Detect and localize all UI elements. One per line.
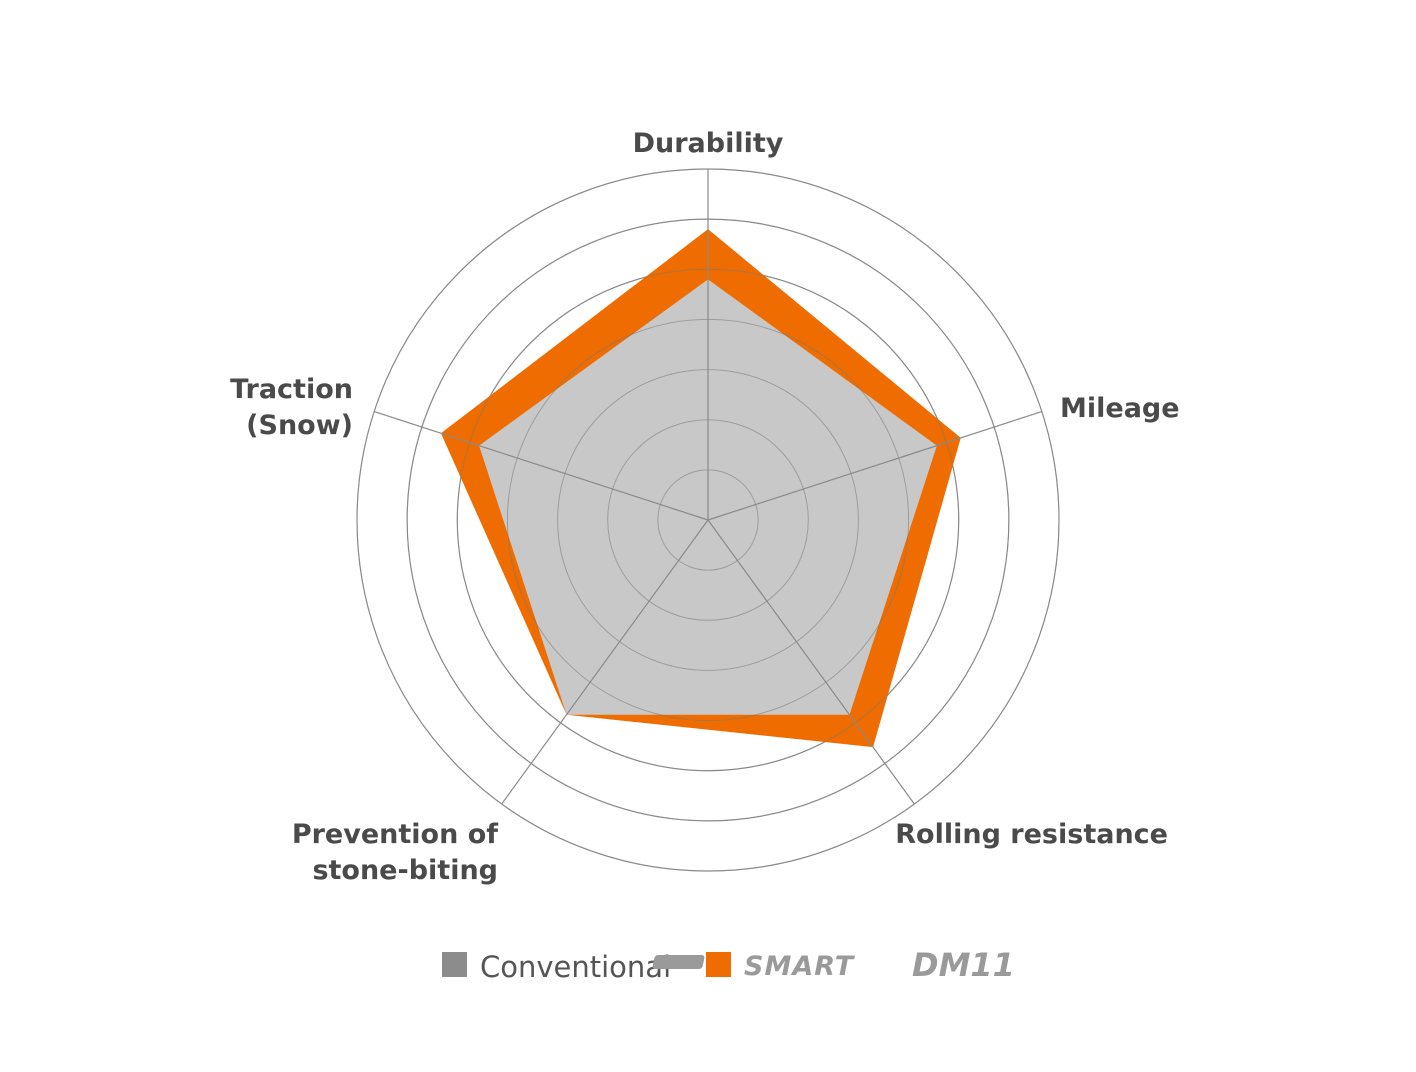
brand-smart-text: SMART — [744, 951, 856, 982]
axis-label-line: Rolling resistance — [895, 819, 1168, 850]
axis-label-mileage: Mileage — [1060, 393, 1180, 424]
legend-swatch-dm11 — [706, 952, 731, 977]
axis-label-line: Mileage — [1060, 393, 1180, 424]
legend-label-dm11-logo: SMART WORK DM11 — [652, 946, 1015, 984]
axis-label-line: Durability — [633, 128, 784, 159]
axis-spoke — [501, 519, 709, 805]
legend-label-conventional: Conventional — [480, 950, 671, 984]
axis-labels: Durability Mileage Rolling resistance Preve… — [230, 128, 1180, 886]
axis-spoke — [707, 410, 1043, 521]
axis-label-line: Traction — [230, 374, 353, 405]
axis-label-traction-snow: Traction (Snow) — [230, 374, 353, 441]
legend: Conventional SMART WORK DM11 — [442, 946, 1015, 984]
axis-label-line: (Snow) — [246, 410, 353, 441]
brand-work-badge — [652, 955, 705, 969]
axis-spokes — [373, 169, 1043, 805]
axis-label-line: stone-biting — [312, 855, 498, 886]
axis-spoke — [707, 519, 915, 805]
axis-label-line: Prevention of — [292, 819, 498, 850]
axis-spoke — [373, 410, 709, 521]
axis-label-durability: Durability — [633, 128, 784, 159]
axis-label-prevention-of-stone-biting: Prevention of stone-biting — [292, 819, 498, 886]
axis-label-rolling-resistance: Rolling resistance — [895, 819, 1168, 850]
brand-model-text: DM11 — [912, 946, 1015, 984]
legend-swatch-conventional — [442, 952, 467, 977]
brand-work-text: WORK — [865, 956, 905, 969]
